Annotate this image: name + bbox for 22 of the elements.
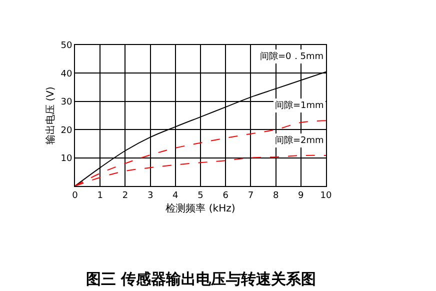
- y-axis-title: 输出电压 (V): [44, 86, 57, 144]
- x-tick-label: 7: [248, 190, 254, 201]
- x-tick-label: 2: [122, 190, 128, 201]
- y-tick-label: 40: [60, 69, 72, 80]
- x-tick-label: 5: [198, 190, 204, 201]
- x-tick-label: 8: [272, 190, 279, 201]
- x-tick-label: 9: [298, 190, 304, 201]
- text: 图三 传感器输出电压与转速关系图: [86, 270, 316, 288]
- y-tick-label: 50: [60, 41, 72, 52]
- x-tick-label: 0: [72, 190, 78, 201]
- x-tick-label: 10: [320, 190, 332, 201]
- series-label: 间隙=1mm: [275, 100, 324, 111]
- x-tick-label: 6: [222, 190, 229, 201]
- y-tick-label: 30: [60, 98, 72, 108]
- x-tick-label: 1: [97, 190, 103, 201]
- x-axis-title: 检测频率 (kHz): [166, 202, 236, 214]
- series-label: 间隙=0．5mm: [260, 51, 324, 62]
- x-tick-label: 3: [147, 190, 154, 201]
- y-tick-label: 10: [60, 154, 72, 164]
- series-label: 间隙=2mm: [275, 135, 324, 146]
- x-tick-label: 4: [172, 190, 179, 201]
- y-tick-label: 20: [60, 126, 72, 136]
